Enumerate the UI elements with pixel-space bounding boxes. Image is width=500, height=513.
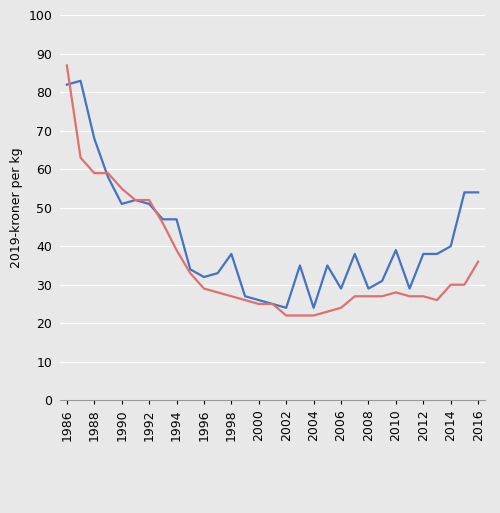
Salgspris: [352, 251, 358, 257]
Salgspris: [214, 270, 220, 276]
Kostnad: [310, 312, 316, 319]
Salgspris: [475, 189, 481, 195]
Line: Salgspris: Salgspris: [67, 81, 478, 308]
Salgspris: [324, 263, 330, 269]
Salgspris: [146, 201, 152, 207]
Kostnad: [214, 289, 220, 295]
Salgspris: [118, 201, 124, 207]
Salgspris: [420, 251, 426, 257]
Y-axis label: 2019-kroner per kg: 2019-kroner per kg: [10, 147, 23, 268]
Salgspris: [228, 251, 234, 257]
Kostnad: [228, 293, 234, 300]
Kostnad: [420, 293, 426, 300]
Kostnad: [366, 293, 372, 300]
Salgspris: [310, 305, 316, 311]
Salgspris: [297, 263, 303, 269]
Salgspris: [92, 135, 98, 142]
Kostnad: [160, 220, 166, 226]
Salgspris: [393, 247, 399, 253]
Kostnad: [393, 289, 399, 295]
Kostnad: [174, 247, 180, 253]
Kostnad: [406, 293, 412, 300]
Salgspris: [462, 189, 468, 195]
Salgspris: [64, 82, 70, 88]
Kostnad: [283, 312, 289, 319]
Kostnad: [146, 197, 152, 203]
Kostnad: [352, 293, 358, 300]
Salgspris: [132, 197, 138, 203]
Kostnad: [434, 297, 440, 303]
Kostnad: [379, 293, 385, 300]
Salgspris: [283, 305, 289, 311]
Kostnad: [187, 270, 193, 276]
Salgspris: [434, 251, 440, 257]
Kostnad: [338, 305, 344, 311]
Kostnad: [92, 170, 98, 176]
Salgspris: [160, 216, 166, 223]
Kostnad: [118, 186, 124, 192]
Kostnad: [462, 282, 468, 288]
Salgspris: [379, 278, 385, 284]
Salgspris: [105, 174, 111, 180]
Kostnad: [105, 170, 111, 176]
Kostnad: [78, 155, 84, 161]
Kostnad: [297, 312, 303, 319]
Salgspris: [406, 285, 412, 291]
Salgspris: [338, 285, 344, 291]
Salgspris: [256, 297, 262, 303]
Salgspris: [174, 216, 180, 223]
Salgspris: [366, 285, 372, 291]
Kostnad: [256, 301, 262, 307]
Kostnad: [132, 197, 138, 203]
Kostnad: [242, 297, 248, 303]
Salgspris: [78, 78, 84, 84]
Line: Kostnad: Kostnad: [67, 66, 478, 315]
Salgspris: [242, 293, 248, 300]
Kostnad: [448, 282, 454, 288]
Kostnad: [64, 63, 70, 69]
Salgspris: [201, 274, 207, 280]
Kostnad: [201, 285, 207, 291]
Kostnad: [475, 259, 481, 265]
Salgspris: [448, 243, 454, 249]
Salgspris: [270, 301, 276, 307]
Kostnad: [324, 309, 330, 315]
Salgspris: [187, 266, 193, 272]
Kostnad: [270, 301, 276, 307]
